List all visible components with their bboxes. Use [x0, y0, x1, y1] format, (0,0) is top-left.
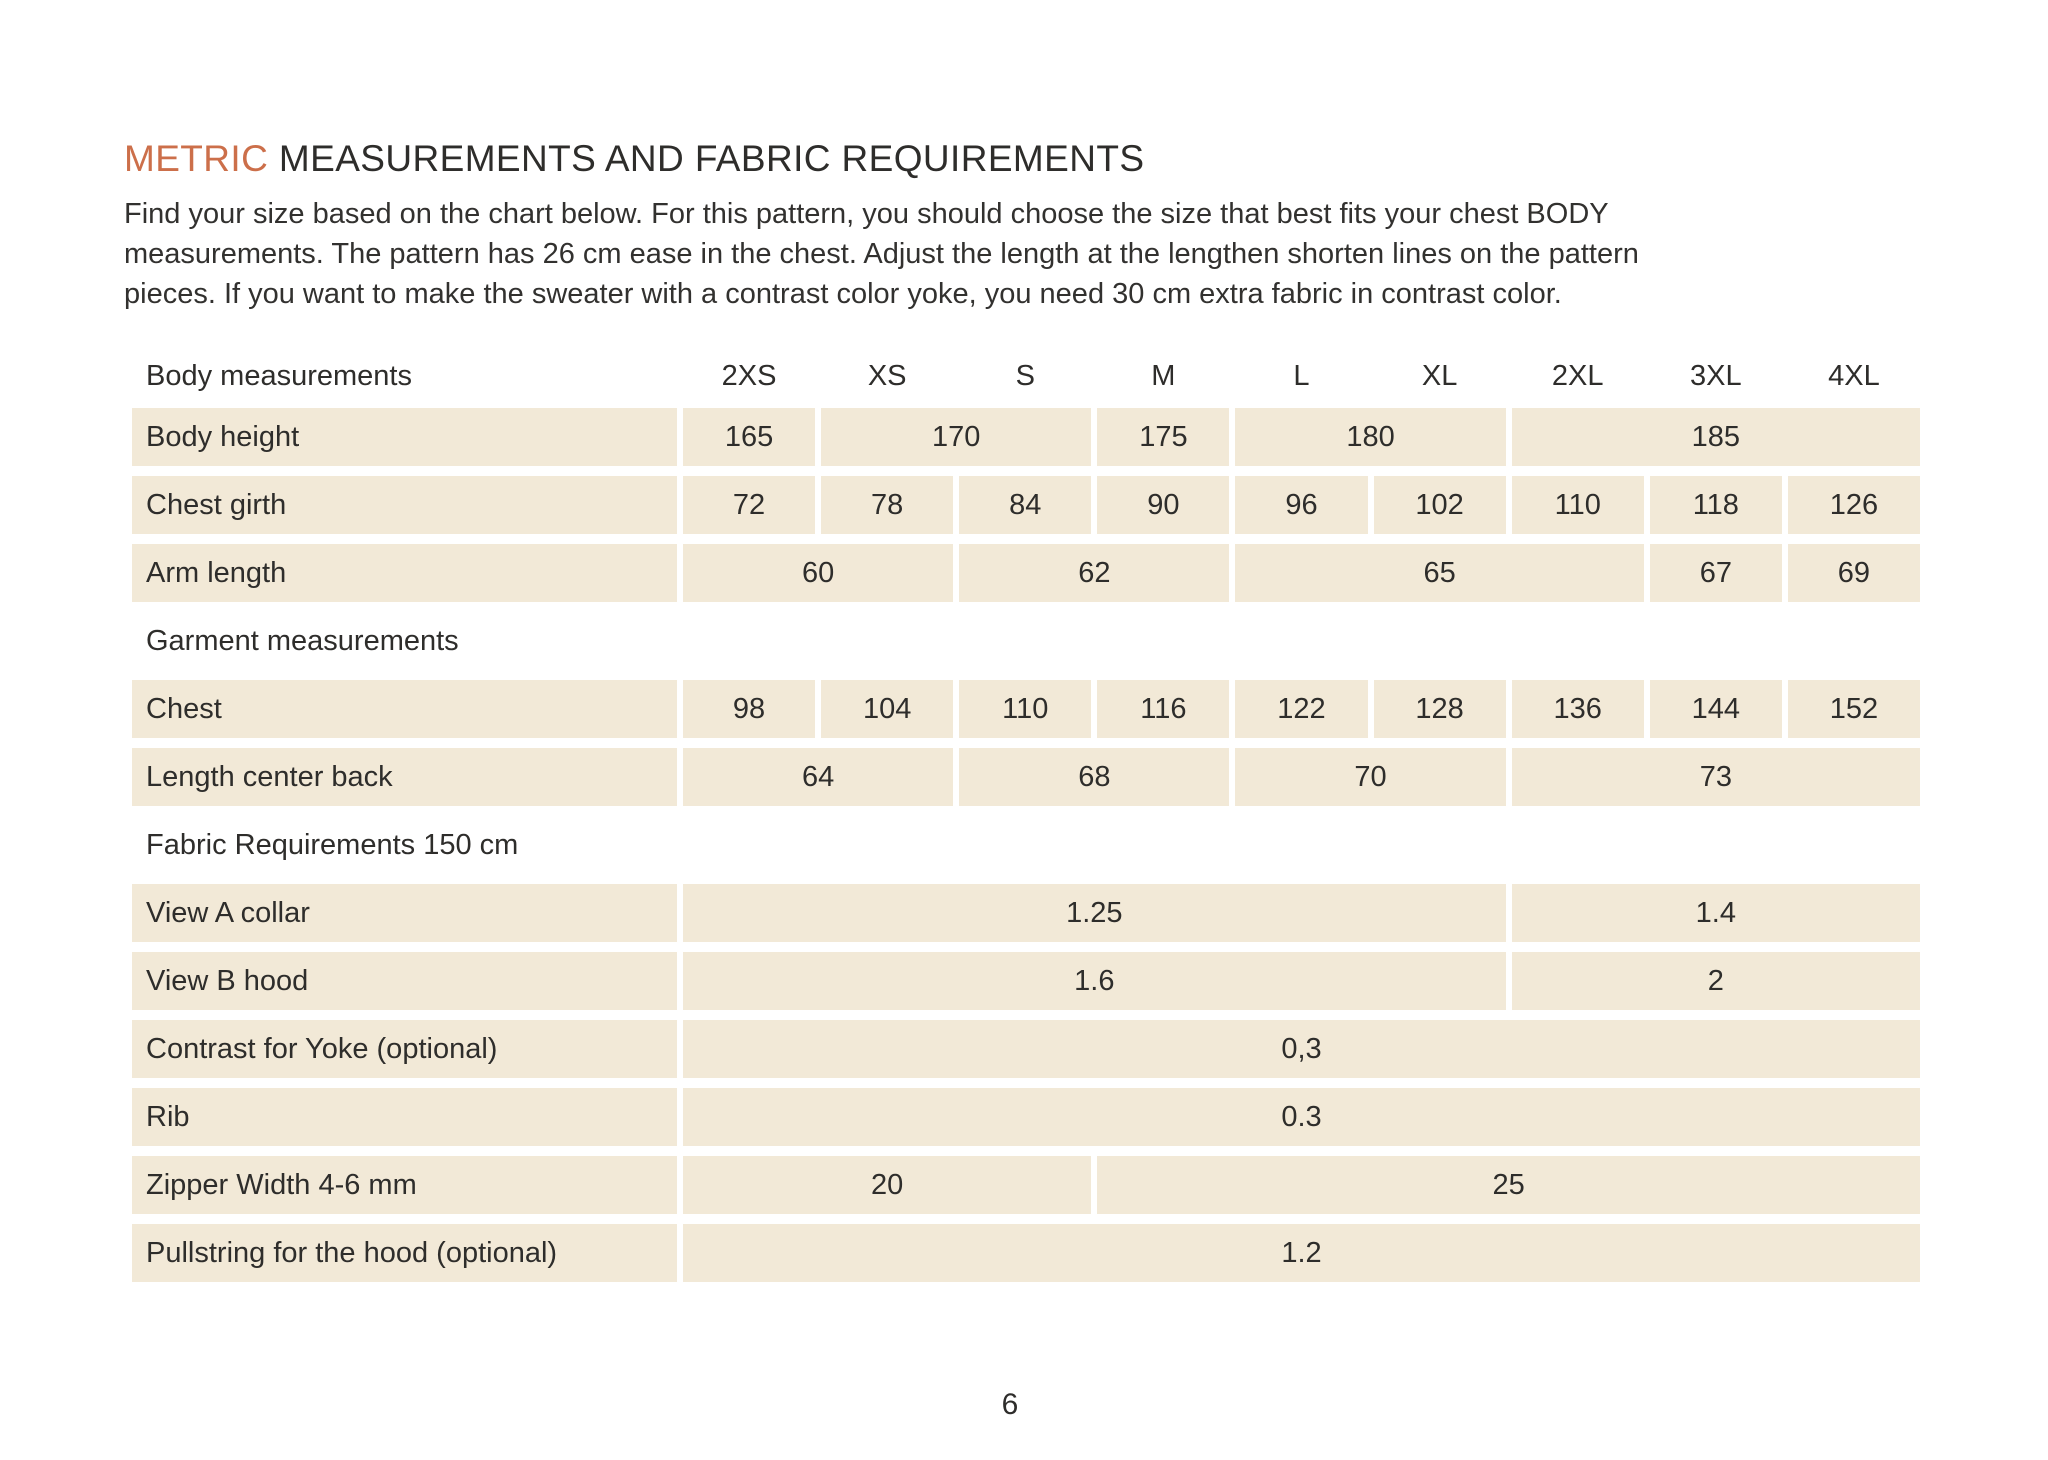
column-header-3xl: 3XL: [1690, 359, 1742, 392]
table-cell-r1-c8: 126: [1787, 476, 1920, 534]
page-number: 6: [1001, 1388, 1019, 1421]
table-cell-r2-c0: 60: [683, 544, 954, 602]
page-title-rest: MEASUREMENTS AND FABRIC REQUIREMENTS: [268, 138, 1145, 179]
size-chart-table: Body measurements 2XS XS S M L XL 2XL 3XL 4XL Body…: [132, 354, 1920, 1282]
table-header-label: Body measurements: [146, 359, 412, 392]
table-cell-r1-c5: 102: [1373, 476, 1506, 534]
table-cell-r1-c7: 118: [1649, 476, 1782, 534]
row-label-2: Arm length: [132, 544, 677, 602]
table-cell-r2-c3: 67: [1649, 544, 1782, 602]
document-page: METRIC MEASUREMENTS AND FABRIC REQUIREME…: [124, 138, 1934, 1282]
table-cell-r1-c6: 110: [1511, 476, 1644, 534]
column-header-s: S: [1015, 359, 1035, 392]
row-label-1: Chest girth: [132, 476, 677, 534]
section-label-3: Garment measurements: [146, 624, 459, 657]
row-label-10: Rib: [132, 1088, 677, 1146]
row-label-0: Body height: [132, 408, 677, 466]
row-label-11: Zipper Width 4-6 mm: [132, 1156, 677, 1214]
table-cell-r12-c0: 1.2: [683, 1224, 1920, 1282]
table-cell-r1-c0: 72: [683, 476, 816, 534]
table-cell-r1-c1: 78: [821, 476, 954, 534]
table-cell-r11-c0: 20: [683, 1156, 1092, 1214]
column-header-xs: XS: [867, 359, 907, 392]
table-cell-r2-c1: 62: [959, 544, 1230, 602]
table-cell-r1-c2: 84: [959, 476, 1092, 534]
row-label-9: Contrast for Yoke (optional): [132, 1020, 677, 1078]
intro-line-1: Find your size based on the chart below.…: [124, 198, 1609, 230]
column-header-2xl: 2XL: [1551, 359, 1604, 392]
table-cell-r7-c0: 1.25: [683, 884, 1506, 942]
intro-line-2: measurements. The pattern has 26 cm ease…: [124, 238, 1639, 270]
table-cell-r4-c7: 144: [1649, 680, 1782, 738]
row-label-4: Chest: [132, 680, 677, 738]
table-cell-r4-c8: 152: [1787, 680, 1920, 738]
table-cell-r4-c3: 116: [1097, 680, 1230, 738]
section-label-6: Fabric Requirements 150 cm: [146, 828, 519, 861]
table-cell-r5-c3: 73: [1511, 748, 1920, 806]
row-label-12: Pullstring for the hood (optional): [132, 1224, 677, 1282]
table-cell-r0-c1: 170: [821, 408, 1092, 466]
page-title: METRIC MEASUREMENTS AND FABRIC REQUIREME…: [124, 138, 1934, 180]
column-header-2xs: 2XS: [721, 359, 777, 392]
row-label-8: View B hood: [132, 952, 677, 1010]
table-cell-r4-c0: 98: [683, 680, 816, 738]
table-cell-r5-c2: 70: [1235, 748, 1506, 806]
table-cell-r0-c3: 180: [1235, 408, 1506, 466]
table-cell-r9-c0: 0,3: [683, 1020, 1920, 1078]
table-cell-r10-c0: 0.3: [683, 1088, 1920, 1146]
intro-line-3: pieces. If you want to make the sweater …: [124, 278, 1562, 310]
row-label-7: View A collar: [132, 884, 677, 942]
table-cell-r1-c4: 96: [1235, 476, 1368, 534]
table-cell-r0-c2: 175: [1097, 408, 1230, 466]
column-header-4xl: 4XL: [1828, 359, 1880, 392]
table-cell-r5-c1: 68: [959, 748, 1230, 806]
column-header-m: M: [1151, 359, 1176, 392]
table-cell-r0-c4: 185: [1511, 408, 1920, 466]
column-header-xl: XL: [1421, 359, 1458, 392]
table-cell-r4-c5: 128: [1373, 680, 1506, 738]
table-cell-r5-c0: 64: [683, 748, 954, 806]
table-cell-r2-c4: 69: [1787, 544, 1920, 602]
table-cell-r11-c1: 25: [1097, 1156, 1920, 1214]
table-cell-r4-c4: 122: [1235, 680, 1368, 738]
table-cell-r4-c2: 110: [959, 680, 1092, 738]
table-cell-r4-c1: 104: [821, 680, 954, 738]
table-cell-r2-c2: 65: [1235, 544, 1644, 602]
column-header-l: L: [1293, 359, 1310, 392]
table-cell-r7-c1: 1.4: [1511, 884, 1920, 942]
intro-paragraph: Find your size based on the chart below.…: [124, 194, 1934, 314]
table-cell-r1-c3: 90: [1097, 476, 1230, 534]
row-label-5: Length center back: [132, 748, 677, 806]
table-cell-r8-c0: 1.6: [683, 952, 1506, 1010]
table-cell-r8-c1: 2: [1511, 952, 1920, 1010]
table-cell-r4-c6: 136: [1511, 680, 1644, 738]
page-title-accent: METRIC: [124, 138, 269, 179]
table-cell-r0-c0: 165: [683, 408, 816, 466]
